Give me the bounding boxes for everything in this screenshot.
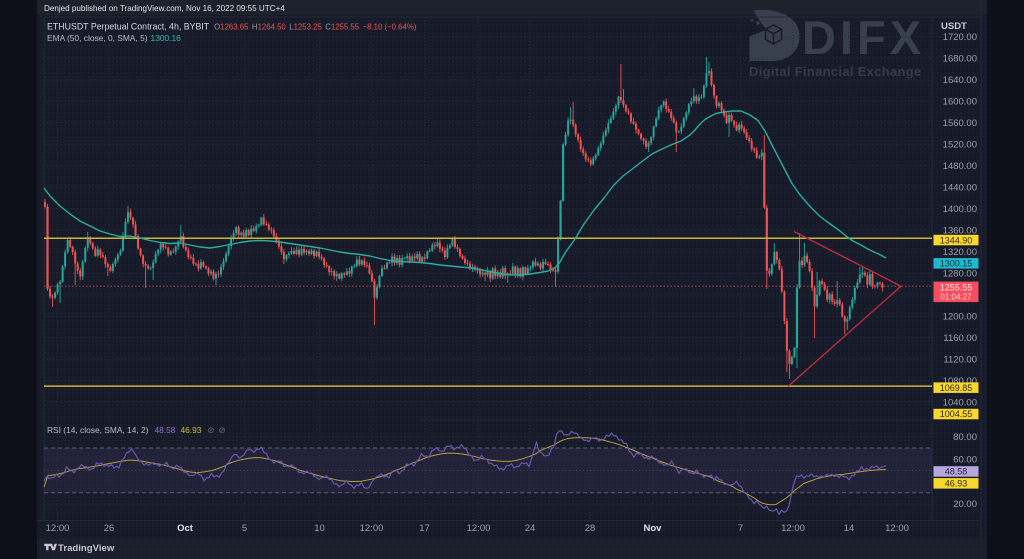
- svg-text:1300.15: 1300.15: [940, 259, 973, 269]
- svg-text:12:00: 12:00: [360, 523, 384, 534]
- svg-text:RSI (14, close, SMA, 14, 2)48.: RSI (14, close, SMA, 14, 2) 48.58 46.93 ⊘ ⊘: [47, 425, 225, 435]
- svg-text:1344.90: 1344.90: [940, 235, 973, 245]
- svg-text:1600.00: 1600.00: [943, 97, 977, 108]
- svg-text:Digital Financial Exchange: Digital Financial Exchange: [749, 64, 922, 79]
- svg-text:1004.55: 1004.55: [940, 409, 973, 419]
- svg-text:12:00: 12:00: [781, 523, 805, 534]
- svg-text:1160.00: 1160.00: [943, 333, 977, 344]
- svg-text:1720.00: 1720.00: [943, 32, 977, 43]
- svg-text:01:04:27: 01:04:27: [940, 293, 972, 302]
- svg-text:1520.00: 1520.00: [943, 140, 977, 151]
- svg-text:1080.00: 1080.00: [943, 376, 977, 387]
- svg-text:DIFX: DIFX: [802, 11, 925, 64]
- svg-text:1680.00: 1680.00: [943, 54, 977, 65]
- svg-text:1200.00: 1200.00: [943, 311, 977, 322]
- svg-text:7: 7: [738, 523, 743, 534]
- svg-text:28: 28: [585, 523, 596, 534]
- svg-text:14: 14: [844, 523, 855, 534]
- svg-text:26: 26: [104, 523, 115, 534]
- svg-text:EMA (50, close, 0, SMA, 5)1300: EMA (50, close, 0, SMA, 5) 1300.16: [47, 33, 181, 43]
- svg-text:ETHUSDT Perpetual Contract, 4h: ETHUSDT Perpetual Contract, 4h, BYBIT O12…: [47, 22, 417, 32]
- svg-text:46.93: 46.93: [945, 479, 968, 489]
- svg-text:1640.00: 1640.00: [943, 75, 977, 86]
- svg-text:24: 24: [525, 523, 536, 534]
- svg-text:1280.00: 1280.00: [943, 268, 977, 279]
- svg-text:Denjed published on TradingVie: Denjed published on TradingView.com, Nov…: [44, 4, 285, 13]
- svg-text:1480.00: 1480.00: [943, 161, 977, 172]
- svg-text:1120.00: 1120.00: [943, 354, 977, 365]
- svg-text:1320.00: 1320.00: [943, 247, 977, 258]
- svg-text:1069.85: 1069.85: [940, 383, 973, 393]
- svg-text:1255.55: 1255.55: [940, 282, 973, 292]
- svg-text:Nov: Nov: [644, 523, 663, 534]
- svg-text:1440.00: 1440.00: [943, 183, 977, 194]
- svg-text:10: 10: [314, 523, 325, 534]
- svg-text:12:00: 12:00: [46, 523, 70, 534]
- svg-text:20.00: 20.00: [953, 499, 977, 510]
- svg-text:1400.00: 1400.00: [943, 204, 977, 215]
- svg-text:TradingView: TradingView: [58, 543, 115, 554]
- svg-text:80.00: 80.00: [953, 432, 977, 443]
- svg-text:12:00: 12:00: [467, 523, 491, 534]
- svg-text:USDT: USDT: [941, 21, 967, 32]
- svg-text:17: 17: [419, 523, 430, 534]
- svg-text:Oct: Oct: [177, 523, 194, 534]
- svg-text:60.00: 60.00: [953, 454, 977, 465]
- svg-text:5: 5: [242, 523, 247, 534]
- svg-text:1560.00: 1560.00: [943, 118, 977, 129]
- svg-text:48.58: 48.58: [945, 467, 968, 477]
- svg-text:1360.00: 1360.00: [943, 225, 977, 236]
- svg-text:12:00: 12:00: [885, 523, 909, 534]
- svg-text:1040.00: 1040.00: [943, 397, 977, 408]
